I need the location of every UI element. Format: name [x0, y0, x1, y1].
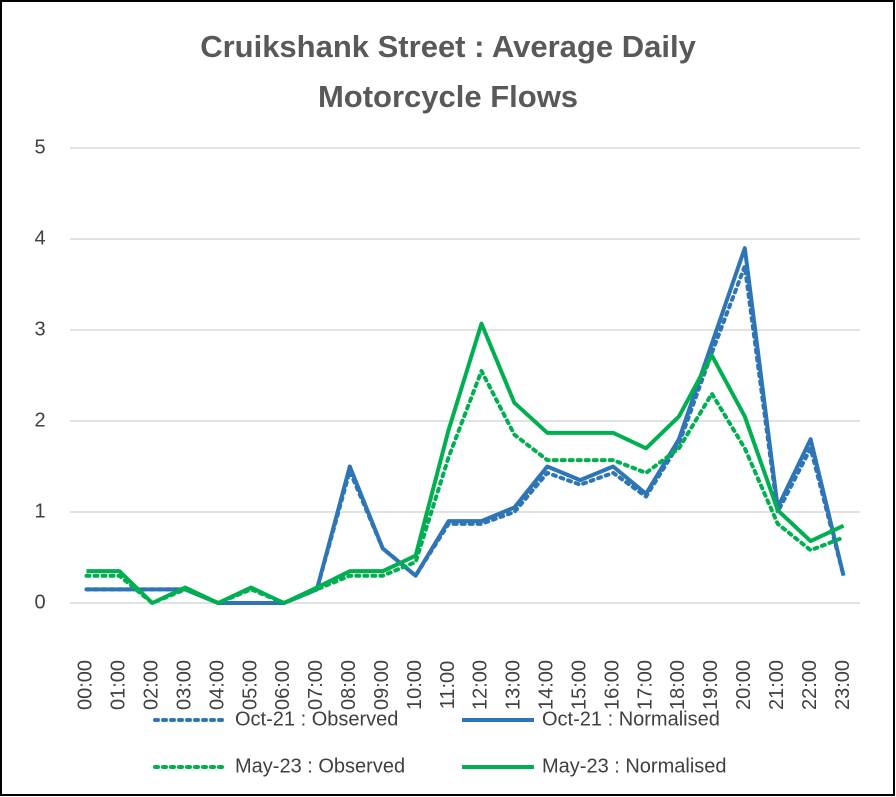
series-line [84, 368, 846, 605]
x-tick-label: 15:00 [568, 660, 590, 710]
legend-label: May-23 : Observed [235, 755, 405, 777]
x-tick-label: 01:00 [108, 660, 130, 710]
legend-label: May-23 : Normalised [542, 755, 727, 777]
x-tick-label: 17:00 [634, 660, 656, 710]
x-tick-label: 00:00 [75, 660, 97, 710]
x-tick-label: 10:00 [404, 660, 426, 710]
legend-label: Oct-21 : Observed [235, 708, 398, 730]
y-tick-label: 4 [34, 227, 45, 249]
x-tick-label: 16:00 [601, 660, 623, 710]
series-line [84, 264, 846, 605]
x-tick-label: 20:00 [733, 660, 755, 710]
x-tick-label: 23:00 [832, 660, 854, 710]
x-tick-label: 09:00 [371, 660, 393, 710]
legend-label: Oct-21 : Normalised [542, 708, 720, 730]
x-tick-label: 06:00 [272, 660, 294, 710]
x-tick-label: 03:00 [173, 660, 195, 710]
y-tick-label: 3 [34, 318, 45, 340]
y-tick-label: 1 [34, 500, 45, 522]
x-tick-label: 04:00 [206, 660, 228, 710]
x-tick-label: 21:00 [766, 660, 788, 710]
x-tick-label: 18:00 [667, 660, 689, 710]
x-tick-label: 22:00 [799, 660, 821, 710]
x-tick-label: 11:00 [437, 661, 459, 710]
x-tick-label: 13:00 [503, 660, 525, 710]
x-tick-label: 07:00 [305, 660, 327, 710]
x-tick-label: 19:00 [700, 660, 722, 710]
x-tick-label: 02:00 [141, 660, 163, 710]
x-tick-label: 14:00 [536, 660, 558, 710]
chart-title: Cruikshank Street : Average Daily Motorc… [200, 29, 696, 114]
y-tick-label: 2 [34, 409, 45, 431]
x-tick-label: 12:00 [470, 660, 492, 710]
x-tick-label: 05:00 [239, 660, 261, 710]
y-tick-label: 5 [34, 136, 45, 158]
series-line [86, 321, 845, 605]
y-tick-label: 0 [34, 591, 45, 613]
x-tick-label: 08:00 [338, 660, 360, 710]
